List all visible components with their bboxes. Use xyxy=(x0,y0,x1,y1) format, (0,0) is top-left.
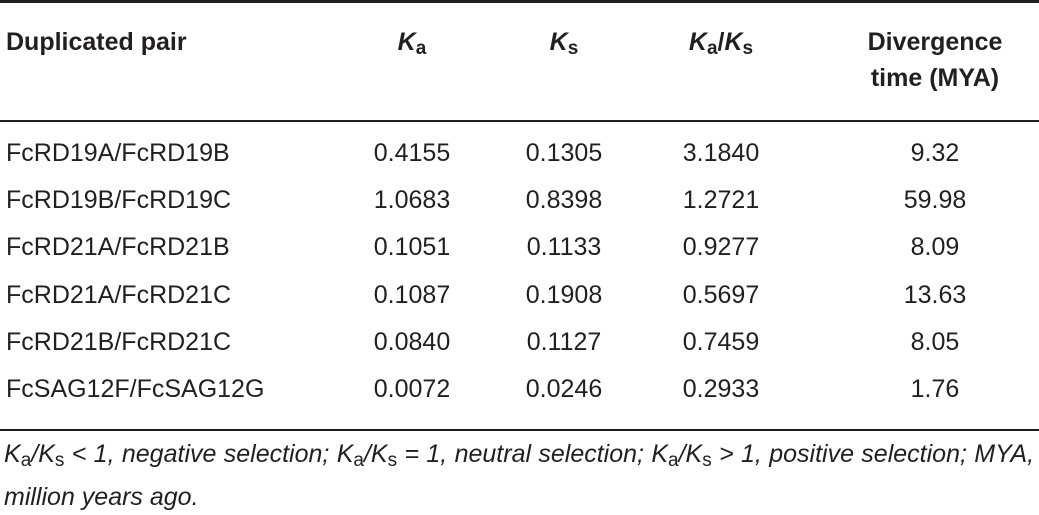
header-kaks-sub2: s xyxy=(742,38,754,59)
cell-ks: 0.8398 xyxy=(525,186,603,214)
cell-divergence: 59.98 xyxy=(903,186,967,214)
cell-divergence: 9.32 xyxy=(910,139,960,167)
header-kaks-slash: / xyxy=(717,28,725,56)
table-row: FcRD19A/FcRD19B 0.4155 0.1305 3.1840 9.3… xyxy=(0,129,1039,177)
fn-slash1: / xyxy=(31,440,39,468)
table-footnote: Ka/Ks < 1, negative selection; Ka/Ks = 1… xyxy=(4,436,1034,515)
fn-s2: s xyxy=(387,450,398,471)
fn-part2: = 1, neutral selection; xyxy=(397,440,652,468)
cell-ks: 0.1133 xyxy=(526,233,602,261)
fn-s1: s xyxy=(54,450,65,471)
table-row: FcRD19B/FcRD19C 1.0683 0.8398 1.2721 59.… xyxy=(0,176,1039,224)
table-row: FcRD21B/FcRD21C 0.0840 0.1127 0.7459 8.0… xyxy=(0,318,1039,366)
fn-slash3: / xyxy=(678,440,686,468)
cell-ks: 0.1127 xyxy=(526,328,602,356)
table-row: FcSAG12F/FcSAG12G 0.0072 0.0246 0.2933 1… xyxy=(0,365,1039,413)
fn-a1: a xyxy=(20,450,32,471)
header-kaks-main2: K xyxy=(724,28,743,56)
header-ka-sub: a xyxy=(415,38,427,59)
cell-ka: 0.1051 xyxy=(373,233,451,261)
cell-ka-ks: 3.1840 xyxy=(682,139,760,167)
fn-a2: a xyxy=(353,450,364,471)
header-divergence-time: Divergence time (MYA) xyxy=(840,24,1030,144)
cell-ka: 0.0072 xyxy=(373,375,451,403)
cell-ka-ks: 1.2721 xyxy=(682,186,760,214)
cell-ka-ks: 0.5697 xyxy=(682,281,760,309)
cell-divergence: 8.09 xyxy=(910,233,960,261)
fn-k1: K xyxy=(4,440,21,468)
header-ks-main: K xyxy=(549,28,568,56)
cell-pair: FcRD21A/FcRD21B xyxy=(6,233,230,261)
cell-divergence: 1.76 xyxy=(910,375,960,403)
cell-pair: FcRD19B/FcRD19C xyxy=(6,186,232,214)
cell-divergence: 13.63 xyxy=(903,281,967,309)
header-duplicated-pair: Duplicated pair xyxy=(6,28,187,56)
cell-ka-ks: 0.2933 xyxy=(682,375,760,403)
header-kaks-main1: K xyxy=(688,28,707,56)
table-bottom-rule xyxy=(0,429,1039,431)
table-row: FcRD21A/FcRD21B 0.1051 0.1133 0.9277 8.0… xyxy=(0,223,1039,271)
header-ka-main: K xyxy=(397,28,416,56)
cell-ks: 0.1305 xyxy=(525,139,603,167)
fn-slash2: / xyxy=(363,440,371,468)
table-header-rule xyxy=(0,120,1039,122)
cell-divergence: 8.05 xyxy=(910,328,960,356)
fn-part3: > 1, positive selection; MYA, million ye… xyxy=(4,440,1035,511)
header-divergence-line1: Divergence xyxy=(867,28,1003,56)
cell-pair: FcRD21B/FcRD21C xyxy=(6,328,232,356)
cell-pair: FcRD21A/FcRD21C xyxy=(6,281,232,309)
fn-k3: K xyxy=(336,440,354,468)
cell-ka-ks: 0.9277 xyxy=(682,233,760,261)
fn-k2: K xyxy=(38,440,55,468)
table-row: FcRD21A/FcRD21C 0.1087 0.1908 0.5697 13.… xyxy=(0,271,1039,319)
cell-ka: 0.0840 xyxy=(373,328,451,356)
fn-a3: a xyxy=(668,450,679,471)
fn-k5: K xyxy=(651,440,669,468)
cell-ka: 0.4155 xyxy=(373,139,451,167)
cell-ka-ks: 0.7459 xyxy=(682,328,760,356)
header-ka: Ka xyxy=(364,24,460,144)
cell-pair: FcSAG12F/FcSAG12G xyxy=(6,375,265,403)
cell-ks: 0.0246 xyxy=(525,375,603,403)
cell-ka: 0.1087 xyxy=(373,281,451,309)
cell-pair: FcRD19A/FcRD19B xyxy=(6,139,230,167)
header-divergence-line2: time (MYA) xyxy=(870,64,1000,92)
cell-ks: 0.1908 xyxy=(525,281,603,309)
fn-k4: K xyxy=(370,440,388,468)
fn-s3: s xyxy=(702,450,712,471)
header-ks: Ks xyxy=(516,24,612,144)
fn-part1: < 1, negative selection; xyxy=(64,440,337,468)
header-ks-sub: s xyxy=(567,38,579,59)
header-kaks-sub1: a xyxy=(706,38,718,59)
cell-ka: 1.0683 xyxy=(373,186,451,214)
table-top-rule xyxy=(0,0,1039,3)
fn-k6: K xyxy=(685,440,703,468)
header-ka-ks: Ka/Ks xyxy=(665,24,777,144)
